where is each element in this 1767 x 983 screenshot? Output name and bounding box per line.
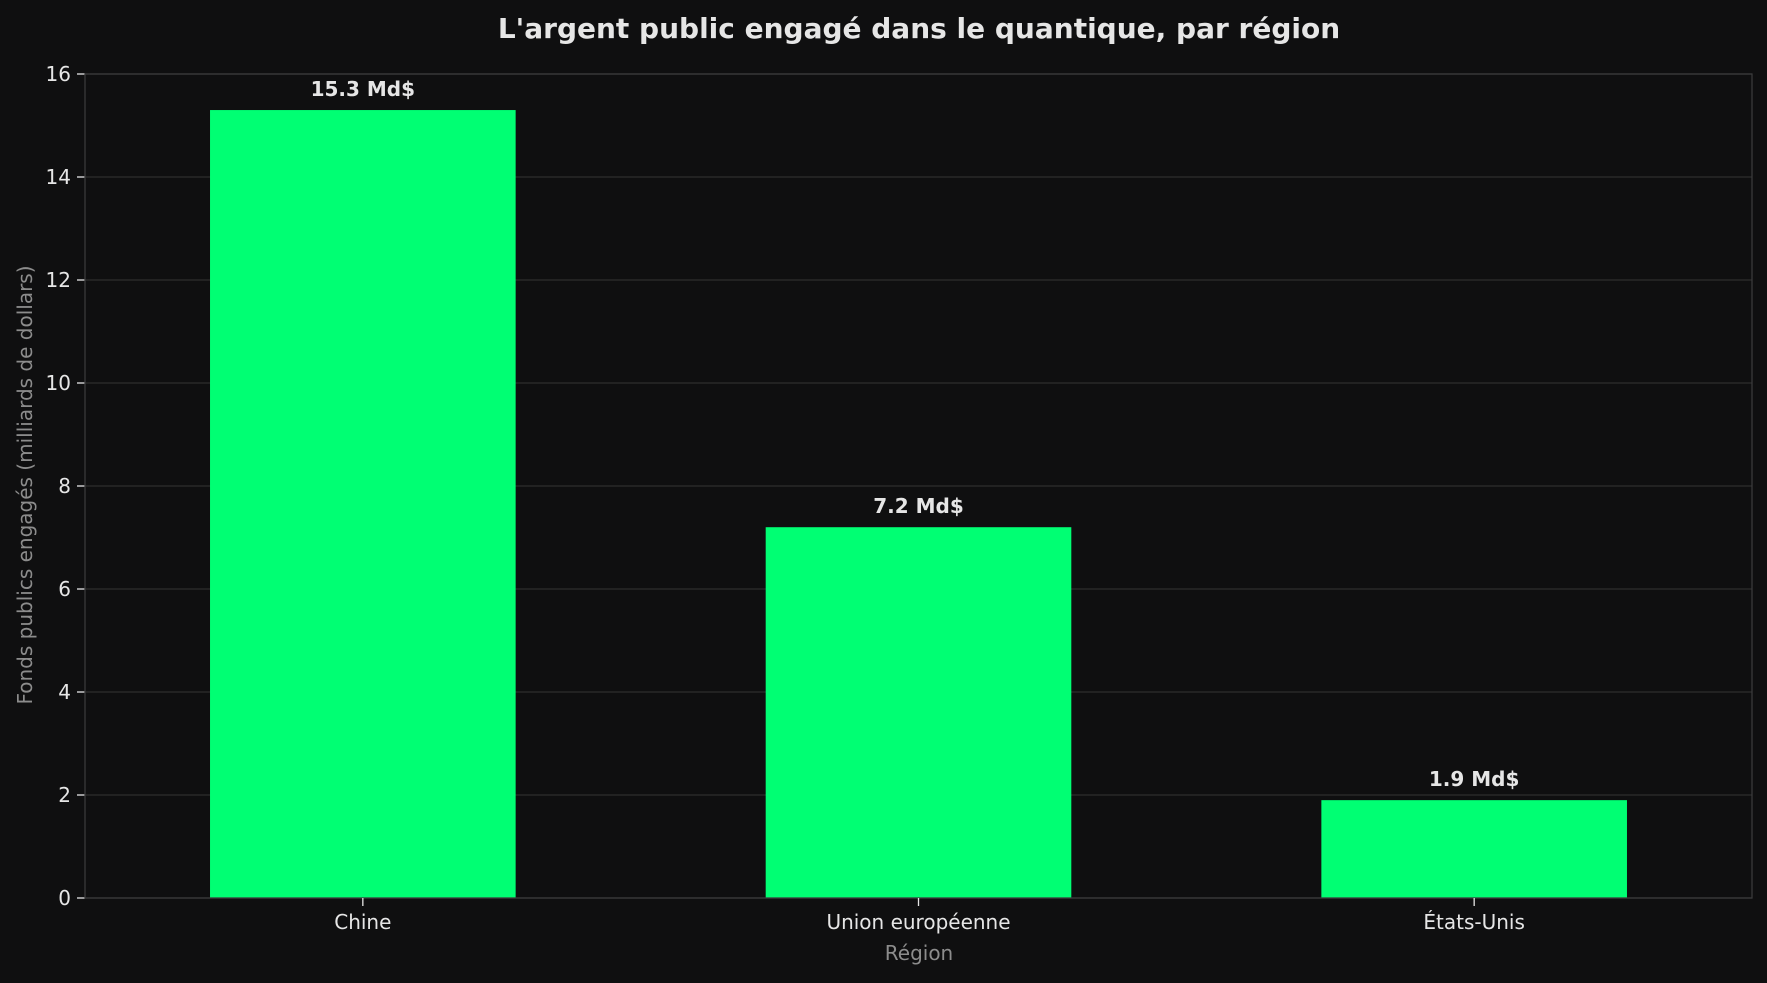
y-tick-label-5: 10 [46, 371, 71, 395]
data-labels: 15.3 Md$ 7.2 Md$ 1.9 Md$ [311, 77, 1520, 791]
y-tick-label-2: 4 [58, 680, 71, 704]
y-axis-label: Fonds publics engagés (milliards de doll… [13, 265, 37, 704]
y-tick-label-0: 0 [58, 886, 71, 910]
bars [210, 110, 1627, 899]
data-label-0: 15.3 Md$ [311, 77, 415, 101]
bar-1 [765, 527, 1072, 898]
y-tick-label-6: 12 [46, 268, 71, 292]
y-tick-label-4: 8 [58, 474, 71, 498]
x-axis-label: Région [885, 941, 953, 965]
axes: 0 2 4 6 8 10 12 14 16 Chine Union européenne États-… [46, 62, 1753, 934]
y-tick-label-7: 14 [46, 165, 71, 189]
y-tick-label-8: 16 [46, 62, 71, 86]
bar-2 [1321, 800, 1627, 898]
y-tick-label-3: 6 [58, 577, 71, 601]
bar-0 [210, 110, 516, 899]
x-tick-label-1: Union européenne [826, 910, 1010, 934]
x-tick-label-2: États-Unis [1423, 910, 1525, 934]
data-label-1: 7.2 Md$ [873, 494, 964, 518]
data-label-2: 1.9 Md$ [1429, 767, 1520, 791]
y-tick-label-1: 2 [58, 783, 71, 807]
x-tick-label-0: Chine [334, 910, 391, 934]
chart-title: L'argent public engagé dans le quantique… [498, 12, 1340, 45]
